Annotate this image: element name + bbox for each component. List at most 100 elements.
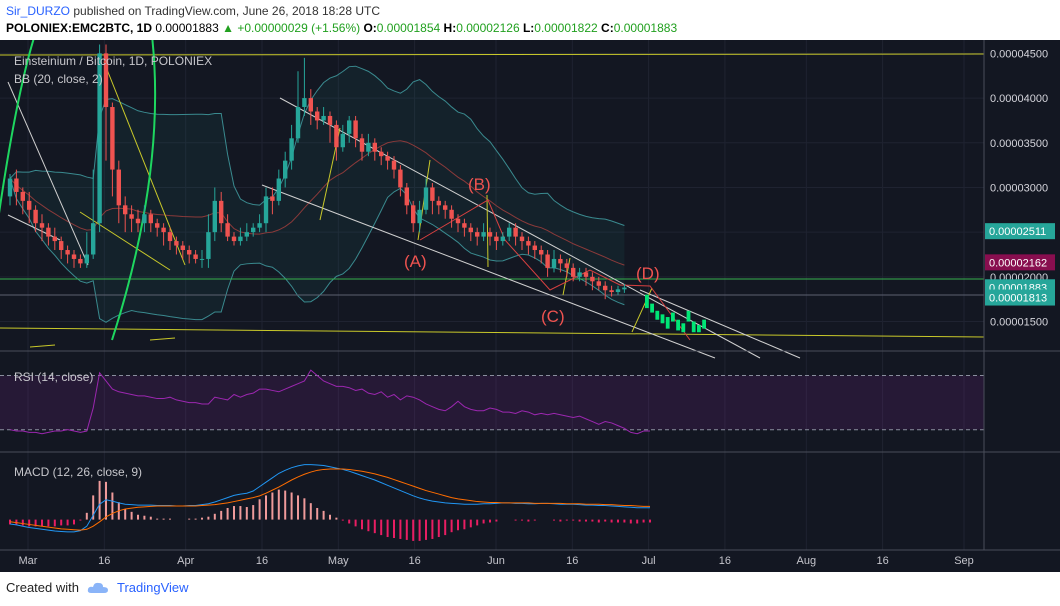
wave-path — [419, 199, 691, 341]
candle-body — [372, 142, 377, 152]
x-tick-label: Sep — [954, 555, 974, 567]
candle-body — [404, 187, 409, 206]
candle-body — [571, 267, 576, 277]
candle-body — [123, 205, 128, 215]
candle-body — [187, 250, 192, 255]
change-arrow-icon: ▲ — [222, 21, 234, 35]
high-value: 0.00002126 — [456, 21, 520, 35]
candle-body — [366, 142, 371, 152]
candle-body — [142, 214, 147, 224]
tradingview-link[interactable]: TradingView — [116, 580, 189, 595]
candle-body — [270, 196, 275, 201]
trend-line — [149, 337, 176, 341]
bollinger-bands — [9, 65, 625, 323]
projection-bar — [650, 303, 654, 313]
price-tag-label: 0.00001813 — [989, 293, 1047, 305]
y-tick-label: 0.00001500 — [990, 317, 1048, 329]
price-chart[interactable]: (B) (A) (C) (D) Einsteinium / Bitcoin, 1… — [0, 40, 1060, 572]
y-tick-label: 0.00004000 — [990, 93, 1048, 105]
candle-body — [340, 133, 345, 148]
bb-upper — [9, 65, 625, 226]
candle-body — [545, 254, 550, 268]
candle-body — [321, 115, 326, 121]
chart-title: Einsteinium / Bitcoin, 1D, POLONIEX — [14, 54, 212, 68]
x-tick-label: Apr — [177, 555, 194, 567]
macd-label: MACD (12, 26, close, 9) — [14, 465, 142, 479]
candle-body — [276, 178, 281, 201]
candle-body — [59, 241, 64, 251]
candle-body — [475, 232, 480, 237]
price-tag-label: 0.00002162 — [989, 257, 1047, 269]
candle-body — [481, 232, 486, 237]
candle-body — [315, 111, 320, 121]
author-link[interactable]: Sir_DURZO — [6, 4, 71, 18]
candle-body — [423, 187, 429, 210]
candle-body — [391, 160, 397, 170]
trend-line — [486, 194, 489, 268]
support-line-lower — [0, 327, 985, 338]
price-tag — [985, 289, 1055, 306]
x-tick-label: 16 — [876, 555, 888, 567]
price-tag-label: 0.00002511 — [989, 226, 1046, 238]
x-tick-label: Aug — [797, 555, 817, 567]
bb-lower — [9, 178, 625, 323]
annotation-c: (C) — [541, 307, 565, 326]
low-label: L: — [522, 21, 535, 35]
candle-body — [91, 223, 96, 255]
projection-bar — [676, 319, 680, 331]
candle-body — [551, 258, 557, 268]
projection-bar — [655, 310, 660, 320]
candle-body — [295, 107, 301, 139]
projection-bar — [681, 323, 686, 333]
candle-body — [103, 53, 109, 108]
x-tick-label: Jul — [642, 555, 656, 567]
y-tick-label: 0.00004500 — [990, 48, 1048, 60]
candle-body — [302, 98, 307, 108]
x-tick-label: Mar — [19, 555, 38, 567]
candle-body — [52, 236, 57, 242]
candle-body — [212, 200, 217, 233]
candle-body — [558, 258, 563, 264]
candle-body — [193, 254, 198, 259]
close-label: C: — [601, 21, 614, 35]
candle-body — [167, 232, 173, 242]
created-with-text: Created with — [6, 580, 79, 595]
projection-bars — [645, 294, 706, 333]
trend-line — [79, 211, 171, 271]
candle-body — [135, 218, 141, 224]
annotation-d: (D) — [636, 264, 660, 283]
candle-body — [513, 227, 518, 237]
candle-body — [359, 138, 365, 152]
candle-body — [622, 287, 627, 290]
candle-body — [609, 290, 614, 293]
x-tick-label: 16 — [256, 555, 268, 567]
candle-body — [14, 178, 19, 192]
ohlc-line: POLONIEX:EMC2BTC, 1D 0.00001883 ▲ +0.000… — [6, 21, 677, 35]
candle-body — [180, 245, 185, 251]
price-tag — [985, 223, 1055, 240]
x-tick-label: 16 — [566, 555, 578, 567]
candle-body — [39, 223, 45, 228]
trend-drawings — [0, 40, 985, 359]
open-label: O: — [363, 21, 377, 35]
candle-body — [263, 196, 269, 224]
candle-body — [174, 241, 179, 246]
candle-body — [289, 138, 294, 161]
candle-body — [500, 236, 505, 242]
candle-body — [78, 258, 83, 264]
candle-body — [398, 169, 403, 188]
bb-indicator-label: BB (20, close, 2) — [14, 72, 103, 86]
x-tick-label: 16 — [408, 555, 420, 567]
x-tick-label: Jun — [487, 555, 505, 567]
last-price: 0.00001883 — [155, 21, 219, 35]
x-axis[interactable]: Mar 16 Apr 16 May 16 Jun 16 Jul 16 Aug 16 Sep — [19, 555, 974, 567]
high-label: H: — [443, 21, 457, 35]
candle-body — [532, 245, 537, 251]
price-axis[interactable] — [984, 40, 1060, 572]
candle-body — [411, 205, 416, 224]
candle-body — [308, 98, 313, 112]
price-change: +0.00000029 (+1.56%) — [237, 21, 361, 35]
candle-body — [455, 218, 461, 224]
chart-background — [0, 40, 1060, 572]
